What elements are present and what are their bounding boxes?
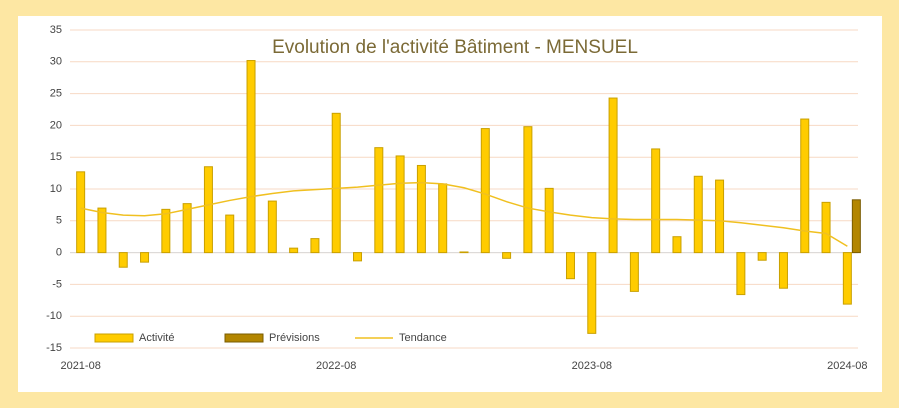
bar [608, 97, 618, 254]
bar [161, 208, 171, 254]
legend-swatch [224, 333, 264, 343]
bar [225, 214, 235, 254]
bar [97, 207, 107, 254]
legend-label: Activité [139, 332, 174, 344]
legend-label: Prévisions [269, 332, 320, 344]
bar [821, 201, 831, 254]
bar [353, 252, 363, 262]
bar [289, 247, 299, 254]
x-tick-label: 2023-08 [572, 360, 612, 372]
y-tick-label: 5 [56, 215, 62, 227]
bar [851, 199, 861, 254]
bar [778, 252, 788, 289]
bar [182, 203, 192, 254]
bar [502, 252, 512, 259]
bar [715, 179, 725, 254]
y-tick-label: 15 [50, 151, 62, 163]
bar [267, 200, 277, 254]
trend-line [80, 181, 848, 247]
bar [736, 252, 746, 296]
bar [331, 112, 341, 254]
y-tick-label: -10 [46, 310, 62, 322]
bar [118, 252, 128, 268]
x-tick-label: 2022-08 [316, 360, 356, 372]
bar [800, 118, 810, 254]
bar [203, 166, 213, 254]
y-tick-label: 25 [50, 88, 62, 100]
y-tick-label: 0 [56, 247, 62, 259]
bar [629, 252, 639, 292]
chart-title: Evolution de l'activité Bâtiment - MENSU… [272, 37, 638, 58]
x-tick-label: 2021-08 [60, 360, 100, 372]
bar [842, 252, 852, 305]
legend-label: Tendance [399, 332, 447, 344]
y-tick-label: 20 [50, 119, 62, 131]
bar [587, 252, 597, 334]
bar [438, 183, 448, 254]
y-tick-label: -5 [52, 278, 62, 290]
bar [523, 126, 533, 254]
bar [459, 251, 469, 254]
y-tick-label: -15 [46, 342, 62, 354]
legend-swatch [94, 333, 134, 343]
bar [140, 252, 150, 263]
bar [246, 60, 256, 254]
bar [76, 171, 86, 254]
x-tick-label: 2024-08 [827, 360, 867, 372]
bar [374, 147, 384, 254]
bar [395, 155, 405, 254]
bar [310, 238, 320, 254]
y-tick-label: 30 [50, 56, 62, 68]
y-tick-label: 35 [50, 24, 62, 36]
chart-area [18, 16, 882, 392]
bar [416, 164, 426, 254]
bar [565, 252, 575, 280]
bar [651, 148, 661, 254]
bar [544, 187, 554, 254]
y-tick-label: 10 [50, 183, 62, 195]
bar [693, 175, 703, 254]
bar [757, 252, 767, 261]
bar [672, 236, 682, 254]
bar [480, 128, 490, 254]
